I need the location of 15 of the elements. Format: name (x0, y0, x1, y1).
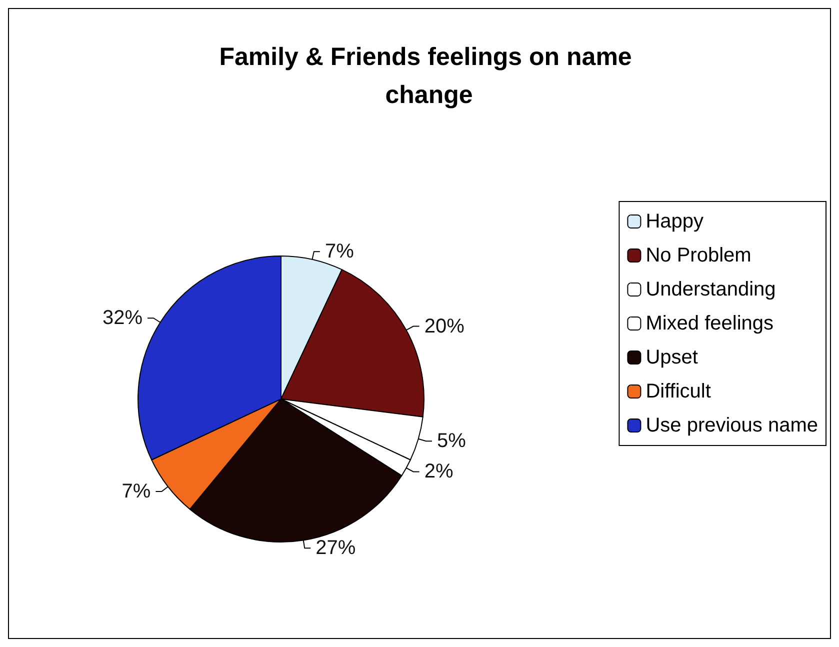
legend-label: Understanding (646, 278, 776, 300)
data-label: 7% (122, 480, 151, 503)
data-label: 5% (437, 430, 466, 452)
legend-label: Happy (646, 210, 704, 232)
legend-label: Use previous name (646, 414, 818, 436)
data-label: 2% (424, 460, 454, 483)
legend-label: No Problem (646, 244, 752, 266)
chart-title: Family & Friends feelings on name change (219, 43, 639, 109)
data-label: 7% (324, 240, 354, 263)
legend-label: Difficult (646, 380, 712, 402)
data-label: 20% (424, 315, 465, 338)
data-label: 32% (102, 307, 143, 330)
legend-label: Mixed feelings (646, 312, 774, 334)
legend-label: Upset (646, 346, 698, 368)
data-label: 27% (316, 537, 356, 560)
